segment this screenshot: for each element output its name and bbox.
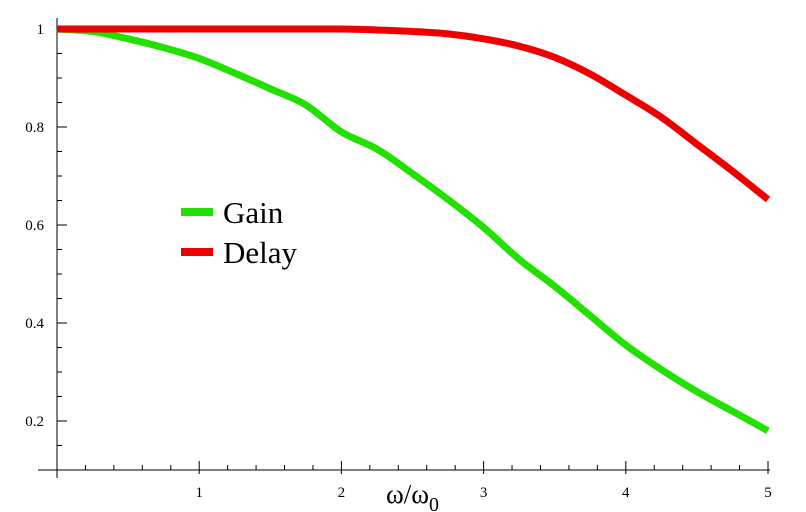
y-tick-label: 0.2 (25, 414, 44, 430)
y-tick-label: 0.6 (25, 218, 44, 234)
gain-legend-label: Gain (223, 195, 284, 230)
x-tick-label: 1 (195, 485, 203, 501)
x-tick-label: 2 (338, 485, 346, 501)
x-tick-label: 3 (480, 485, 488, 501)
x-axis-title-subscript: 0 (429, 494, 439, 512)
gain-series-line (56, 25, 770, 434)
axes: 1 2 3 4 5 0.2 0.4 0.6 0.8 1 (25, 18, 772, 501)
delay-series-line (56, 25, 771, 203)
series-layer (56, 25, 771, 434)
x-axis-title: ω/ω0 (386, 479, 439, 512)
y-tick-label: 0.4 (25, 316, 44, 332)
delay-legend-label: Delay (223, 235, 298, 270)
x-tick-label: 4 (622, 485, 630, 501)
x-axis-title-main: ω/ω (386, 479, 429, 509)
legend: Gain Delay (181, 195, 298, 270)
y-tick-label: 0.8 (25, 120, 44, 136)
x-minor-ticks (84, 465, 741, 470)
y-minor-ticks (57, 53, 62, 471)
y-tick-label: 1 (37, 22, 45, 38)
x-tick-label: 5 (764, 485, 772, 501)
x-ticks: 1 2 3 4 5 (195, 461, 772, 501)
y-ticks: 0.2 0.4 0.6 0.8 1 (25, 22, 67, 430)
